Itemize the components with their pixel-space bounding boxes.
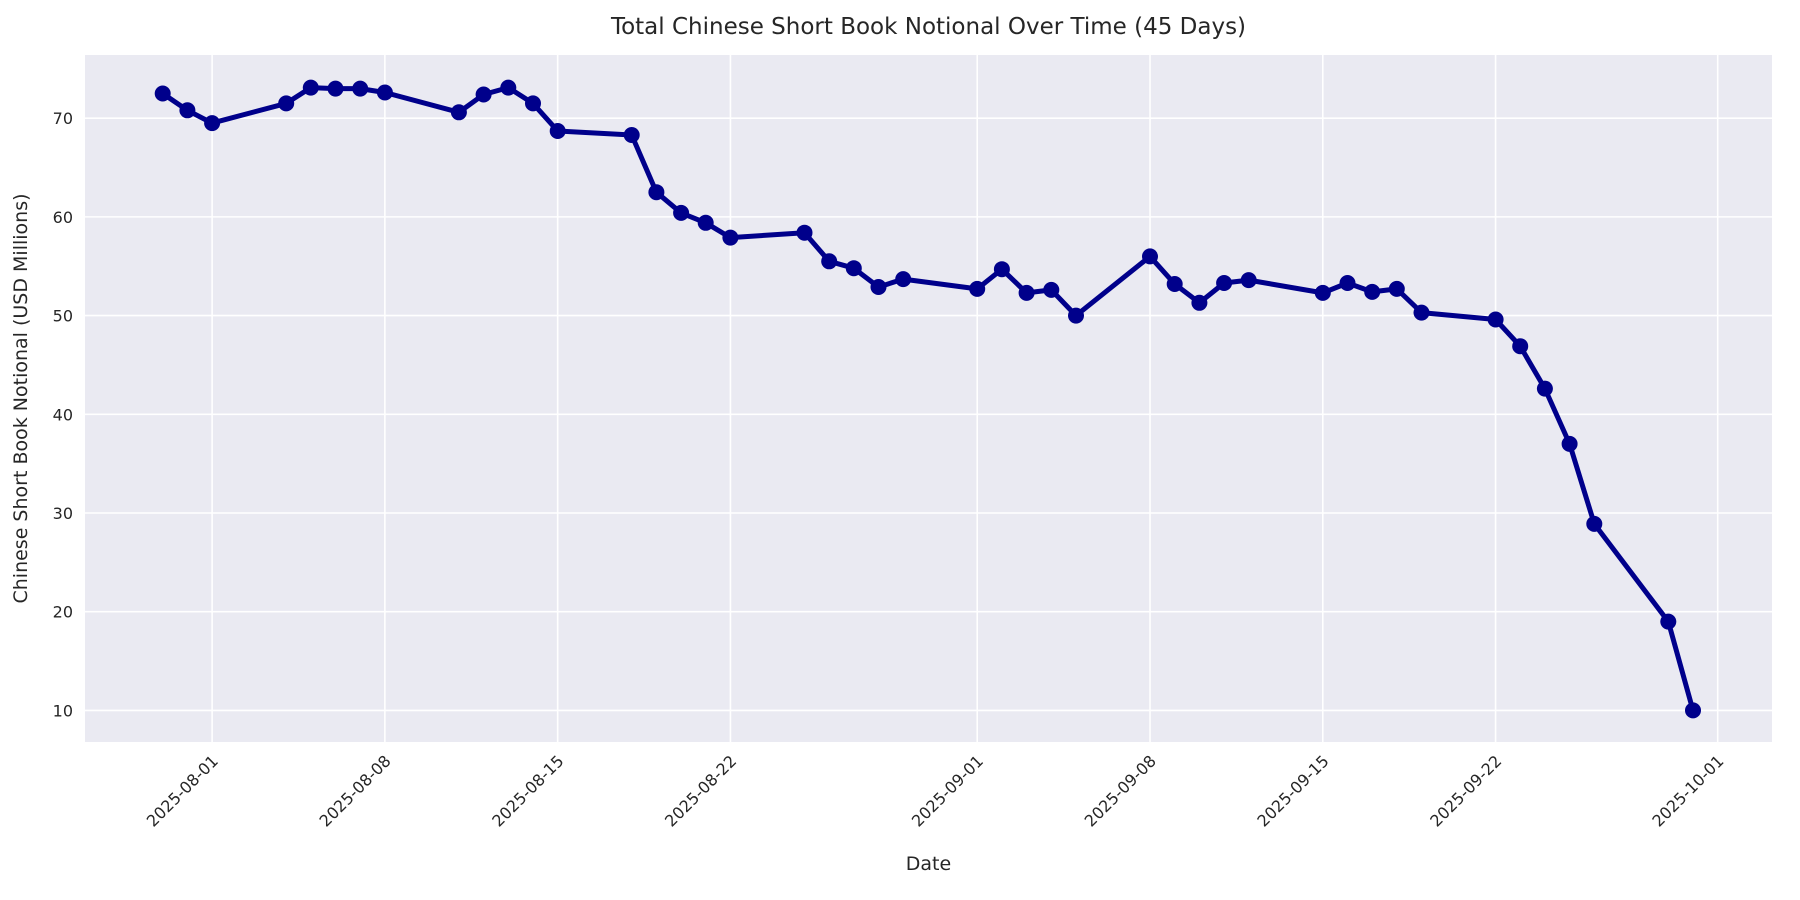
x-tick-label: 2025-09-08 (1081, 751, 1160, 830)
data-point-marker (204, 115, 221, 132)
data-point-marker (821, 253, 838, 270)
y-tick-label: 10 (53, 701, 73, 720)
y-tick-label: 50 (53, 307, 73, 326)
data-point-marker (1660, 613, 1677, 630)
data-point-marker (969, 280, 986, 297)
data-point-marker (697, 214, 714, 231)
x-axis-label: Date (906, 853, 951, 875)
data-point-marker (376, 84, 393, 101)
data-point-marker (673, 204, 690, 221)
data-series (154, 79, 1701, 719)
data-point-marker (1018, 284, 1035, 301)
y-tick-label: 20 (53, 603, 73, 622)
data-point-marker (475, 86, 492, 103)
data-point-marker (993, 261, 1010, 278)
chart-title: Total Chinese Short Book Notional Over T… (610, 14, 1246, 40)
gridlines (85, 55, 1772, 742)
data-point-marker (179, 102, 196, 119)
data-point-marker (352, 80, 369, 97)
data-point-marker (722, 229, 739, 246)
x-tick-label: 2025-09-22 (1426, 751, 1505, 830)
plot-area (85, 55, 1772, 742)
data-point-marker (870, 279, 887, 295)
x-tick-label: 2025-08-01 (143, 751, 222, 830)
x-tick-label: 2025-08-08 (316, 751, 395, 830)
data-point-marker (327, 80, 344, 97)
data-point-marker (1339, 275, 1356, 291)
data-point-marker (450, 104, 467, 121)
data-point-marker (1685, 702, 1701, 719)
data-point-marker (1240, 272, 1257, 289)
data-point-marker (1487, 311, 1504, 328)
y-tick-label: 70 (53, 109, 73, 128)
data-point-marker (1068, 307, 1084, 324)
data-point-marker (1536, 380, 1553, 397)
y-tick-label: 40 (53, 405, 73, 424)
data-point-marker (796, 224, 813, 241)
data-point-marker (302, 79, 319, 96)
x-tick-label: 2025-10-01 (1648, 751, 1727, 830)
data-point-marker (1413, 304, 1430, 321)
data-point-marker (845, 260, 862, 277)
data-point-marker (549, 123, 566, 139)
data-point-marker (1043, 281, 1060, 298)
y-tick-label: 30 (53, 504, 73, 523)
data-point-marker (1142, 248, 1158, 265)
data-point-marker (1191, 294, 1208, 311)
data-point-marker (648, 184, 665, 201)
data-point-marker (895, 271, 912, 288)
data-point-marker (1314, 284, 1331, 301)
data-point-marker (1166, 276, 1183, 292)
x-tick-label: 2025-09-15 (1253, 751, 1332, 830)
data-point-marker (278, 95, 295, 112)
data-point-marker (1561, 435, 1578, 452)
x-tick-label: 2025-08-15 (488, 751, 567, 830)
x-tick-label: 2025-09-01 (908, 751, 987, 830)
data-point-marker (1388, 280, 1405, 297)
data-point-marker (1364, 283, 1381, 300)
y-tick-label: 60 (53, 208, 73, 227)
data-point-marker (1216, 275, 1233, 291)
data-point-marker (1586, 515, 1603, 532)
y-axis-label: Chinese Short Book Notional (USD Million… (10, 193, 32, 603)
x-tick-label: 2025-08-22 (661, 751, 740, 830)
data-point-marker (500, 79, 517, 96)
data-point-marker (623, 127, 640, 143)
data-point-marker (154, 85, 171, 102)
data-point-marker (525, 95, 541, 112)
data-point-marker (1512, 338, 1529, 355)
